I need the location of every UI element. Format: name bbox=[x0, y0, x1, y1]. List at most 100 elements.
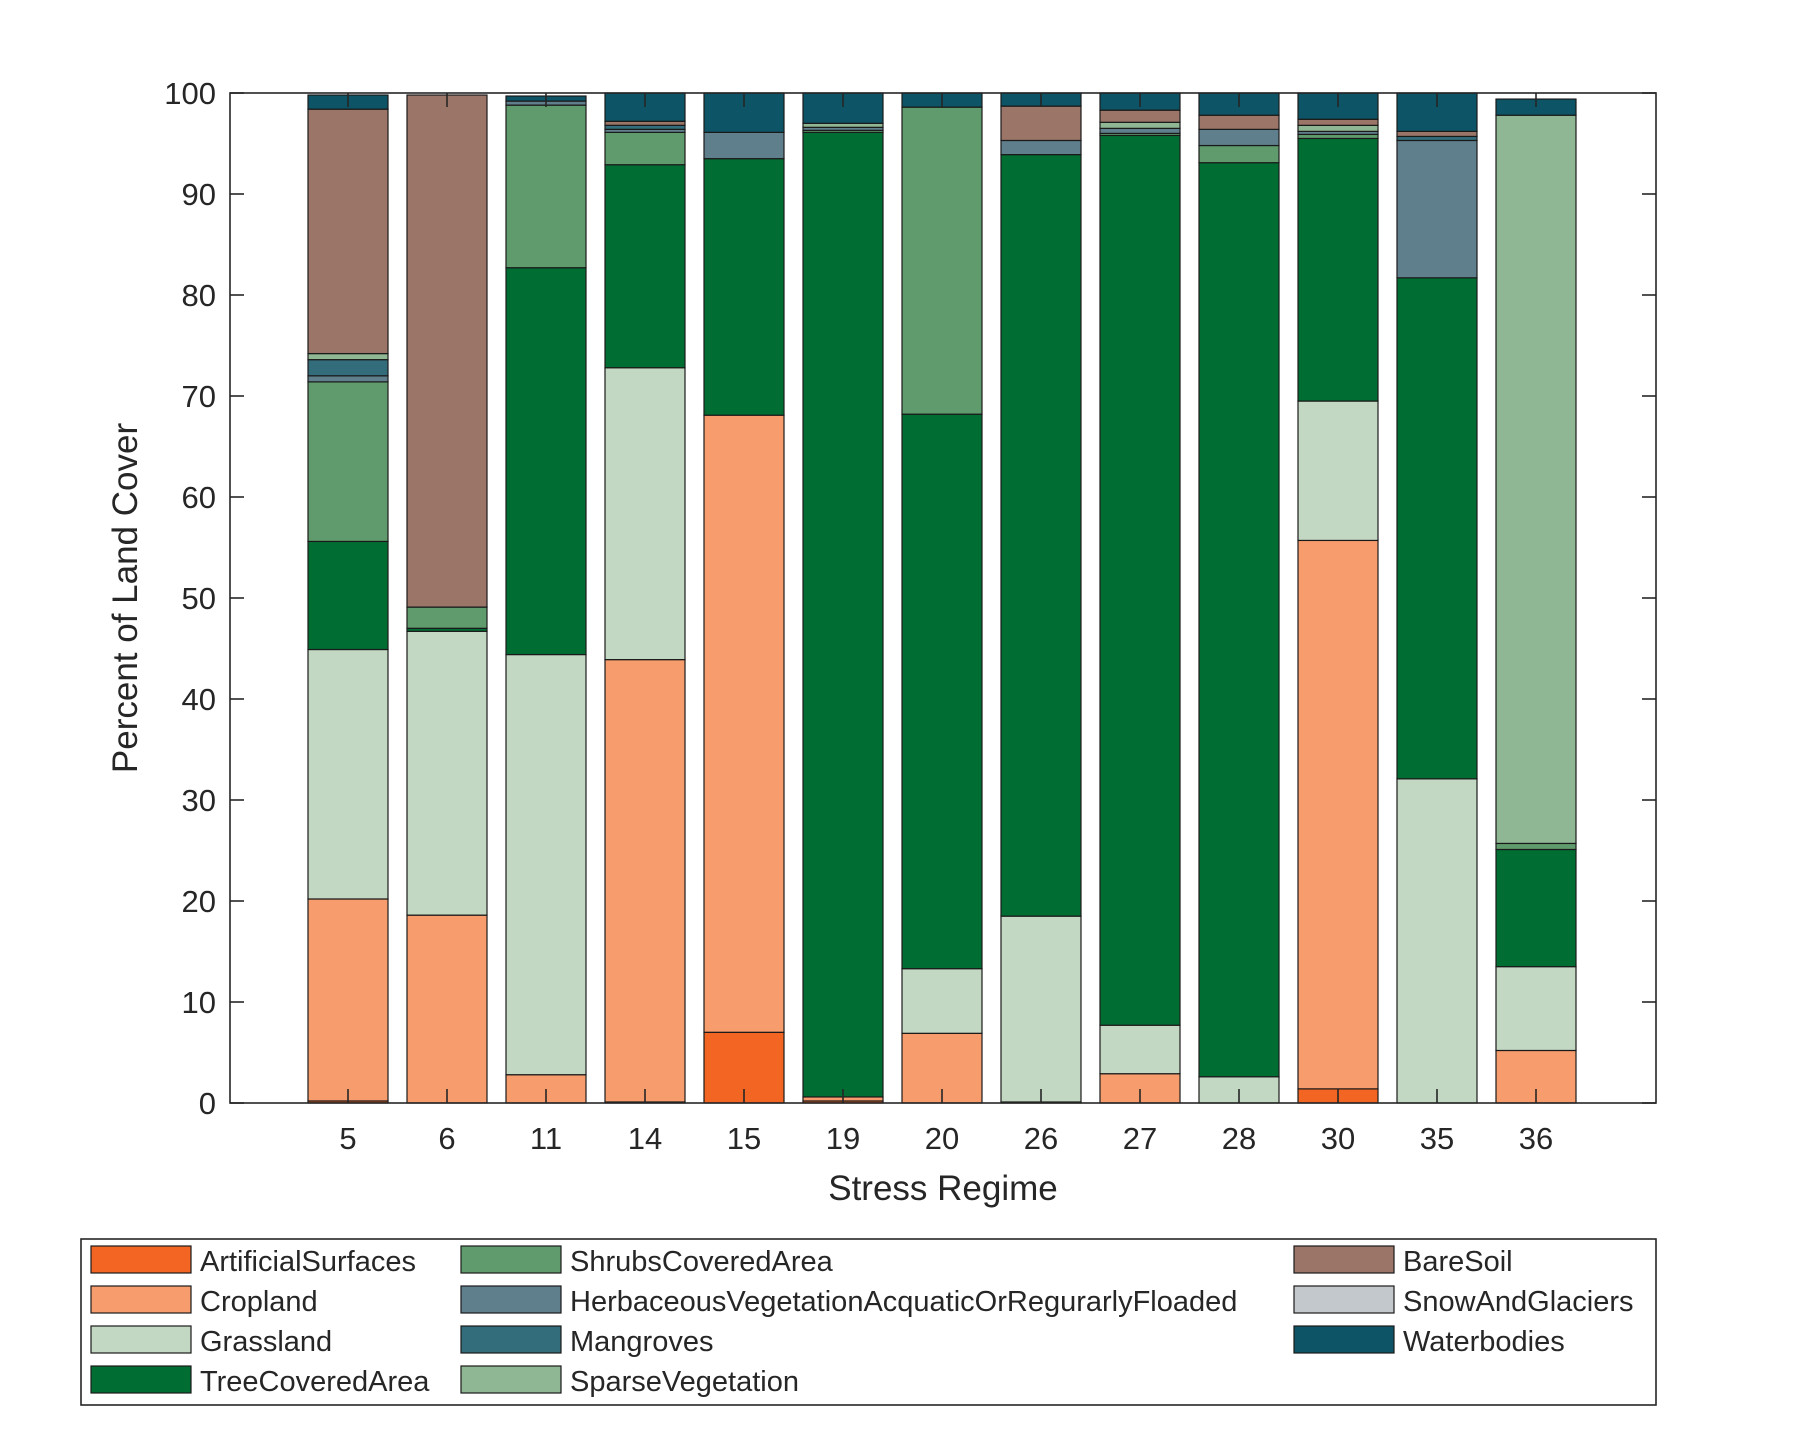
bar-segment bbox=[307, 359, 389, 377]
bar-segment bbox=[1198, 114, 1280, 130]
bar-segment bbox=[1000, 105, 1082, 142]
bar-segment bbox=[406, 606, 488, 629]
bar-segment bbox=[703, 131, 785, 160]
bar-segment bbox=[1000, 915, 1082, 1103]
bar-segment bbox=[604, 120, 686, 126]
bar-segment bbox=[1495, 966, 1577, 1052]
bar-segment bbox=[1396, 135, 1478, 142]
x-tick-label: 27 bbox=[1123, 1121, 1157, 1156]
bar-segment bbox=[307, 352, 389, 361]
bar-segment bbox=[307, 375, 389, 383]
y-tick-label: 50 bbox=[182, 581, 216, 616]
x-tick-label: 14 bbox=[628, 1121, 662, 1156]
bar-segment bbox=[1198, 144, 1280, 164]
legend-swatch bbox=[90, 1245, 192, 1274]
bar-segment bbox=[406, 630, 488, 916]
x-tick-label: 35 bbox=[1420, 1121, 1454, 1156]
bar-segment bbox=[901, 413, 983, 970]
y-tick-label: 0 bbox=[199, 1086, 216, 1121]
legend-label: SnowAndGlaciers bbox=[1403, 1286, 1634, 1318]
y-tick-label: 30 bbox=[182, 783, 216, 818]
bar-segment bbox=[307, 648, 389, 900]
bar-segment bbox=[1297, 539, 1379, 1090]
legend-label: Grassland bbox=[200, 1326, 332, 1358]
bar-segment bbox=[1396, 778, 1478, 1104]
bar-segment bbox=[1099, 1024, 1181, 1075]
bar-segment bbox=[1495, 848, 1577, 968]
legend-swatch bbox=[1293, 1325, 1395, 1354]
y-tick-label: 10 bbox=[182, 985, 216, 1020]
legend: ArtificialSurfaces Cropland Grassland TreeC… bbox=[80, 1238, 1657, 1406]
bar-segment bbox=[307, 898, 389, 1102]
bar-segment bbox=[1000, 139, 1082, 156]
bar-segment bbox=[1495, 114, 1577, 845]
bar-segment bbox=[307, 381, 389, 543]
bar-segment bbox=[1099, 109, 1181, 123]
bar-segment bbox=[307, 108, 389, 355]
bar-segment bbox=[802, 131, 884, 1098]
bar-segment bbox=[1297, 118, 1379, 126]
bar-segment bbox=[604, 164, 686, 369]
bar-segment bbox=[703, 414, 785, 1033]
legend-label: ShrubsCoveredArea bbox=[570, 1246, 834, 1278]
bar-segment bbox=[406, 914, 488, 1104]
x-tick-label: 11 bbox=[530, 1121, 562, 1156]
legend-label: Cropland bbox=[200, 1286, 318, 1318]
bar-segment bbox=[802, 122, 884, 128]
legend-label: Mangroves bbox=[570, 1326, 713, 1358]
bar-segment bbox=[1099, 121, 1181, 129]
bar-segment bbox=[1396, 139, 1478, 279]
y-tick-label: 60 bbox=[182, 480, 216, 515]
y-tick-label: 20 bbox=[182, 884, 216, 919]
x-tick-label: 30 bbox=[1321, 1121, 1355, 1156]
bar-segment bbox=[1297, 137, 1379, 402]
bar-segment bbox=[1198, 162, 1280, 1078]
legend-label: BareSoil bbox=[1403, 1246, 1513, 1278]
x-tick-label: 26 bbox=[1024, 1121, 1058, 1156]
y-axis-label: Percent of Land Cover bbox=[106, 423, 145, 774]
x-tick-label: 6 bbox=[438, 1121, 455, 1156]
bar-segment bbox=[505, 267, 587, 656]
y-tick-label: 100 bbox=[164, 76, 216, 111]
legend-swatch bbox=[90, 1365, 192, 1394]
legend-label: SparseVegetation bbox=[570, 1366, 799, 1398]
x-tick-label: 28 bbox=[1222, 1121, 1256, 1156]
bar-segment bbox=[1099, 127, 1181, 135]
y-tick-label: 90 bbox=[182, 177, 216, 212]
legend-label: HerbaceousVegetationAcquaticOrRegurarlyF… bbox=[570, 1286, 1237, 1318]
bar-segment bbox=[901, 968, 983, 1034]
x-tick-label: 15 bbox=[727, 1121, 761, 1156]
x-tick-label: 5 bbox=[339, 1121, 356, 1156]
legend-swatch bbox=[460, 1285, 562, 1314]
bar-segment bbox=[1297, 124, 1379, 132]
bar-segment bbox=[505, 653, 587, 1076]
bar-segment bbox=[406, 94, 488, 608]
bar-segment bbox=[1396, 130, 1478, 138]
bar-segment bbox=[1000, 154, 1082, 917]
x-tick-label: 20 bbox=[925, 1121, 959, 1156]
bar-segment bbox=[604, 659, 686, 1103]
x-axis-label: Stress Regime bbox=[828, 1169, 1058, 1208]
bar-segment bbox=[604, 124, 686, 130]
legend-swatch bbox=[90, 1325, 192, 1354]
bar-segment bbox=[1495, 842, 1577, 851]
bar-segment bbox=[1297, 133, 1379, 140]
y-tick-label: 80 bbox=[182, 278, 216, 313]
bar-segment bbox=[1297, 400, 1379, 542]
y-tick-label: 40 bbox=[182, 682, 216, 717]
bar-segment bbox=[1198, 128, 1280, 147]
legend-label: Waterbodies bbox=[1403, 1326, 1565, 1358]
legend-swatch bbox=[90, 1285, 192, 1314]
bar-segment bbox=[505, 104, 587, 269]
x-tick-label: 19 bbox=[826, 1121, 860, 1156]
bar-segment bbox=[1099, 134, 1181, 1026]
axes-layer: 0 10 20 30 40 50 60 70 80 90 100 5 6 11 14 15 19 20 26 27 28… bbox=[164, 76, 1656, 1156]
legend-label: TreeCoveredArea bbox=[200, 1366, 430, 1398]
bar-segment bbox=[901, 106, 983, 415]
bar-segment bbox=[307, 540, 389, 651]
legend-swatch bbox=[1293, 1245, 1395, 1274]
legend-swatch bbox=[1293, 1285, 1395, 1314]
legend-label: ArtificialSurfaces bbox=[200, 1246, 416, 1278]
x-tick-label: 36 bbox=[1519, 1121, 1553, 1156]
